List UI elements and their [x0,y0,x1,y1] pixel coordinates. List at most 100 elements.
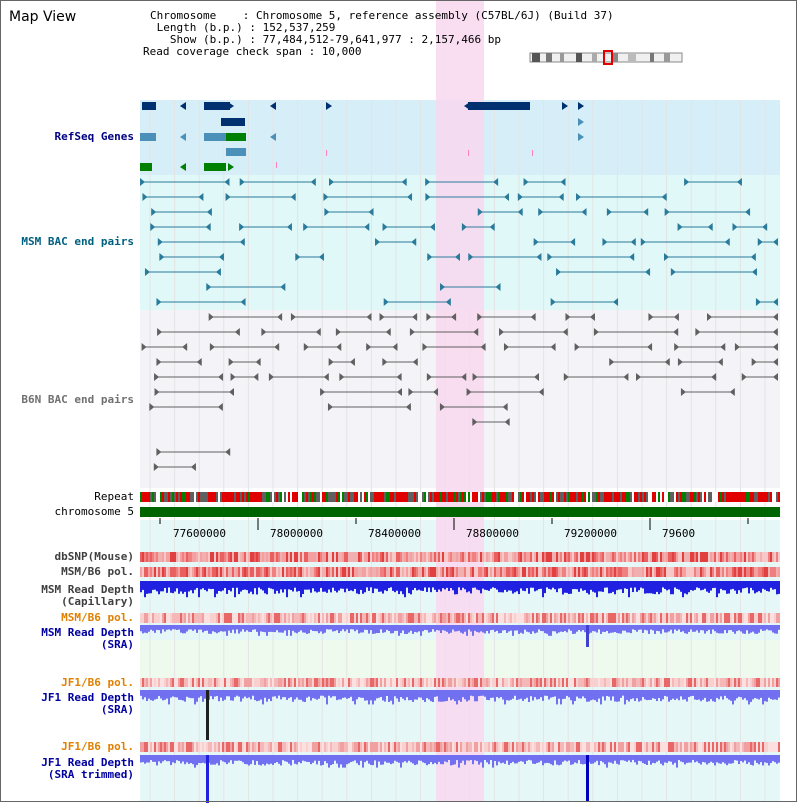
depth-bar [596,690,598,702]
heat-cell [352,567,354,577]
depth-bar [160,755,162,764]
heat-cell [310,567,312,577]
heat-cell [562,742,564,752]
repeat-mark [530,492,532,502]
depth-bar [244,581,246,590]
depth-bar [736,690,738,699]
track-label-jf1-depth-trimmed[interactable]: JF1 Read Depth (SRA trimmed) [41,757,134,781]
heat-cell [458,613,460,623]
track-label-msm-depth-capillary[interactable]: MSM Read Depth (Capillary) [41,584,134,608]
track-label-msm-b6-pol-2[interactable]: MSM/B6 pol. [61,611,134,624]
depth-bar [740,625,742,632]
repeat-mark [776,492,778,502]
depth-bar [694,755,696,763]
heat-cell [222,742,224,752]
track-label-b6n-bac[interactable]: B6N BAC end pairs [21,393,134,406]
depth-bar [252,625,254,630]
heat-cell [638,613,640,623]
repeat-mark [236,492,238,502]
heat-cell [490,567,492,577]
depth-bar [204,690,206,699]
depth-bar [624,690,626,705]
repeat-mark [658,492,660,502]
repeat-mark [740,492,742,502]
heat-cell [228,678,230,687]
bac-end [209,343,215,351]
repeat-mark [374,492,376,502]
depth-bar [536,690,538,700]
depth-bar [480,755,482,763]
heat-cell [748,613,750,623]
heat-cell [624,567,626,577]
depth-bar [566,581,568,593]
axis-tick-label: 79600 [662,527,695,540]
depth-bar [676,625,678,631]
depth-bar [416,581,418,591]
heat-cell [582,742,584,752]
repeat-mark [636,492,638,502]
repeat-mark [646,492,648,502]
heat-cell [602,613,604,623]
repeat-mark [610,492,612,502]
heat-cell [416,678,418,687]
depth-bar [256,625,258,632]
heat-cell [382,567,384,577]
heat-cell [588,552,590,562]
depth-bar [592,690,594,700]
track-label-msm-bac[interactable]: MSM BAC end pairs [21,235,134,248]
depth-bar [768,625,770,631]
depth-bar [766,625,768,630]
heat-cell [670,552,672,562]
depth-bar [366,690,368,701]
depth-bar [394,625,396,632]
heat-cell [154,742,156,752]
depth-spike [586,625,589,647]
heat-cell [374,567,376,577]
depth-bar [570,625,572,631]
track-label-msm-b6-pol-1[interactable]: MSM/B6 pol. [61,565,134,578]
repeat-mark [576,492,578,502]
heat-cell [232,678,234,687]
heat-cell [734,742,736,752]
heat-cell [664,567,666,577]
heat-cell [162,678,164,687]
heat-cell [402,678,404,687]
heat-cell [736,552,738,562]
heat-cell [322,613,324,623]
heat-cell [554,567,556,577]
track-label-jf1-depth-sra[interactable]: JF1 Read Depth (SRA) [41,692,134,716]
depth-bar [732,690,734,705]
track-label-jf1-b6-pol-2[interactable]: JF1/B6 pol. [61,740,134,753]
heat-cell [158,613,160,623]
depth-bar [664,755,666,763]
bac-end [734,343,740,351]
depth-bar [376,625,378,634]
track-label-dbsnp[interactable]: dbSNP(Mouse) [54,550,134,563]
heat-cell [740,613,742,623]
heat-cell [718,613,720,623]
heat-cell [294,742,296,752]
heat-cell [472,742,474,752]
bac-end [426,373,432,381]
depth-bar [184,581,186,592]
depth-bar [694,690,696,700]
depth-bar [152,755,154,762]
track-label-msm-depth-sra[interactable]: MSM Read Depth (SRA) [41,627,134,651]
track-label-refseq-genes[interactable]: RefSeq Genes [54,130,134,143]
depth-bar [500,581,502,593]
depth-bar [716,690,718,698]
heat-cell [732,552,734,562]
heat-cell [768,567,770,577]
depth-bar [262,625,264,632]
bac-end [757,238,763,246]
depth-bar [238,625,240,634]
heat-cell [254,678,256,687]
depth-bar [700,625,702,631]
depth-bar [658,625,660,632]
heat-cell [196,552,198,562]
depth-bar [528,690,530,702]
depth-bar [500,755,502,764]
depth-bar [234,690,236,698]
track-label-jf1-b6-pol-1[interactable]: JF1/B6 pol. [61,676,134,689]
